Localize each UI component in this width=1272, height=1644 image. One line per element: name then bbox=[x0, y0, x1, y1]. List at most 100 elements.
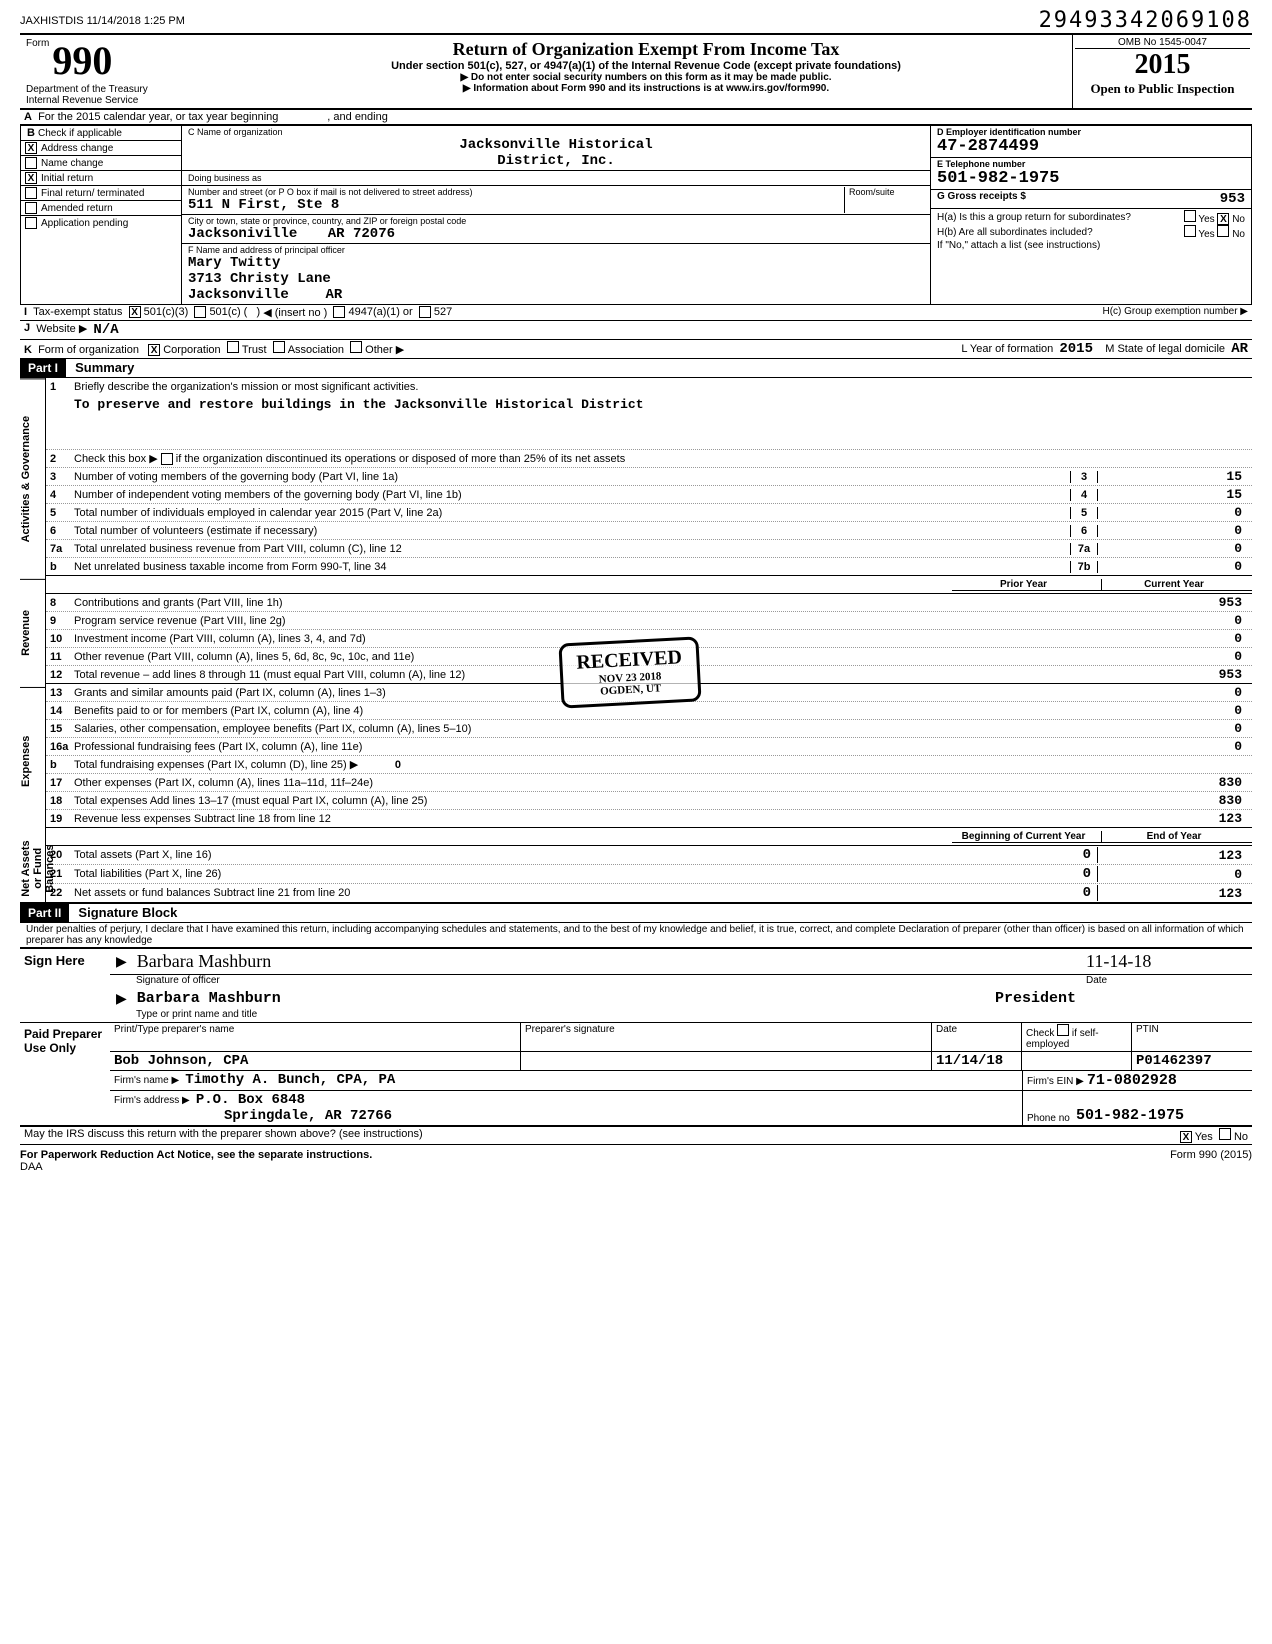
chk-527[interactable] bbox=[419, 306, 431, 318]
chk-4947[interactable] bbox=[333, 306, 345, 318]
D-label: D Employer identification number bbox=[937, 127, 1245, 137]
col-headers-2: Beginning of Current Year End of Year bbox=[46, 828, 1252, 846]
sign-date: 11-14-18 bbox=[1086, 951, 1151, 971]
street-address: 511 N First, Ste 8 bbox=[188, 197, 844, 213]
vlabel-revenue: Revenue bbox=[20, 579, 45, 687]
chk-501c[interactable] bbox=[194, 306, 206, 318]
Hb-yes[interactable] bbox=[1184, 225, 1196, 237]
col-preparer-sig: Preparer's signature bbox=[521, 1023, 932, 1051]
G-block: G Gross receipts $ 953 bbox=[931, 190, 1251, 209]
gross-receipts: 953 bbox=[1220, 191, 1245, 207]
preparer-signature bbox=[521, 1052, 932, 1070]
city-row: City or town, state or province, country… bbox=[182, 215, 930, 244]
firm-ein: 71-0802928 bbox=[1087, 1072, 1177, 1089]
officer-state: AR bbox=[326, 287, 343, 303]
Ha-no[interactable]: X bbox=[1217, 213, 1229, 225]
vlabel-expenses: Expenses bbox=[20, 687, 45, 835]
perjury-text: Under penalties of perjury, I declare th… bbox=[20, 923, 1252, 947]
org-name-2: District, Inc. bbox=[188, 153, 924, 169]
officer-printed-name: Barbara Mashburn bbox=[137, 990, 281, 1007]
preparer-date: 11/14/18 bbox=[932, 1052, 1022, 1070]
form-note-ssn: ▶ Do not enter social security numbers o… bbox=[224, 72, 1068, 83]
chk-name-change[interactable]: Name change bbox=[21, 156, 181, 171]
sig-date-label: Date bbox=[1086, 975, 1246, 986]
col-preparer-name: Print/Type preparer's name bbox=[110, 1023, 521, 1051]
name-title-label: Type or print name and title bbox=[110, 1009, 1252, 1022]
line-18: 18Total expenses Add lines 13–17 (must e… bbox=[46, 792, 1252, 810]
chk-amended[interactable]: Amended return bbox=[21, 201, 181, 216]
part2-header: Part II Signature Block bbox=[20, 904, 1252, 923]
F-label: F Name and address of principal officer bbox=[188, 245, 924, 255]
chk-corp[interactable]: X bbox=[148, 344, 160, 356]
col-ptin: PTIN bbox=[1132, 1023, 1252, 1051]
officer-name: Mary Twitty bbox=[188, 255, 924, 271]
line-9: 9Program service revenue (Part VIII, lin… bbox=[46, 612, 1252, 630]
line-16a: 16aProfessional fundraising fees (Part I… bbox=[46, 738, 1252, 756]
signature-block: Sign Here ▶ Barbara Mashburn 11-14-18 Si… bbox=[20, 947, 1252, 1127]
line-15: 15Salaries, other compensation, employee… bbox=[46, 720, 1252, 738]
officer-title: President bbox=[995, 990, 1076, 1007]
chk-final-return[interactable]: Final return/ terminated bbox=[21, 186, 181, 201]
D-block: D Employer identification number 47-2874… bbox=[931, 126, 1251, 158]
city-label: City or town, state or province, country… bbox=[188, 216, 924, 226]
col-date: Date bbox=[932, 1023, 1022, 1051]
sign-here-label: Sign Here bbox=[20, 949, 110, 1022]
line-21: 21Total liabilities (Part X, line 26)00 bbox=[46, 865, 1252, 884]
line-A-mid: , and ending bbox=[327, 111, 388, 123]
line-14: 14Benefits paid to or for members (Part … bbox=[46, 702, 1252, 720]
topbar: JAXHISTDIS 11/14/2018 1:25 PM 2949334206… bbox=[20, 8, 1252, 33]
chk-address-change[interactable]: XAddress change bbox=[21, 141, 181, 156]
chk-other[interactable] bbox=[350, 341, 362, 353]
chk-discontinued[interactable] bbox=[161, 453, 173, 465]
chk-trust[interactable] bbox=[227, 341, 239, 353]
addr-row: Number and street (or P O box if mail is… bbox=[182, 186, 930, 215]
B-label: B Check if applicable bbox=[21, 126, 181, 141]
mission-text: To preserve and restore buildings in the… bbox=[46, 396, 1252, 450]
line-22: 22Net assets or fund balances Subtract l… bbox=[46, 884, 1252, 902]
phone: 501-982-1975 bbox=[937, 169, 1245, 188]
discuss-question: May the IRS discuss this return with the… bbox=[24, 1128, 423, 1143]
chk-initial-return[interactable]: XInitial return bbox=[21, 171, 181, 186]
ptin: P01462397 bbox=[1132, 1052, 1252, 1070]
firm-addr1: P.O. Box 6848 bbox=[196, 1092, 305, 1108]
Hb-note: If "No," attach a list (see instructions… bbox=[937, 240, 1245, 251]
line-19: 19Revenue less expenses Subtract line 18… bbox=[46, 810, 1252, 828]
barcode-digits: 29493342069108 bbox=[1039, 8, 1252, 33]
line-20: 20Total assets (Part X, line 16)0123 bbox=[46, 846, 1252, 865]
officer-signature: Barbara Mashburn bbox=[137, 951, 271, 971]
chk-discuss-no[interactable] bbox=[1219, 1128, 1231, 1140]
officer-city: Jacksonville bbox=[188, 287, 289, 303]
line-3: 3Number of voting members of the governi… bbox=[46, 468, 1252, 486]
chk-discuss-yes[interactable]: X bbox=[1180, 1131, 1192, 1143]
chk-self-employed[interactable] bbox=[1057, 1024, 1069, 1036]
room-label: Room/suite bbox=[849, 187, 924, 197]
line-2: 2 Check this box ▶ if the organization d… bbox=[46, 450, 1252, 468]
vlabel-governance: Activities & Governance bbox=[20, 378, 45, 579]
Ha-yes[interactable] bbox=[1184, 210, 1196, 222]
website: N/A bbox=[93, 322, 118, 338]
E-label: E Telephone number bbox=[937, 159, 1245, 169]
org-name-1: Jacksonville Historical bbox=[188, 137, 924, 153]
form-header: Form 990 Department of the Treasury Inte… bbox=[20, 33, 1252, 110]
G-label: G Gross receipts $ bbox=[937, 191, 1026, 207]
line-J: J Website ▶ N/A bbox=[20, 321, 1252, 340]
vlabel-netassets: Net Assets or Fund Balances bbox=[20, 835, 45, 902]
line-8: 8Contributions and grants (Part VIII, li… bbox=[46, 594, 1252, 612]
firm-addr2: Springdale, AR 72766 bbox=[224, 1108, 392, 1124]
arrow-icon: ▶ bbox=[116, 990, 127, 1007]
sig-officer-label: Signature of officer bbox=[136, 975, 1086, 986]
line-A: A For the 2015 calendar year, or tax yea… bbox=[20, 110, 1252, 125]
discuss-row: May the IRS discuss this return with the… bbox=[20, 1127, 1252, 1145]
chk-501c3[interactable]: X bbox=[129, 306, 141, 318]
line-KLM: K Form of organization X Corporation Tru… bbox=[20, 340, 1252, 359]
chk-app-pending[interactable]: Application pending bbox=[21, 216, 181, 230]
col-headers-1: Prior Year Current Year bbox=[46, 576, 1252, 594]
form-label: Form bbox=[26, 38, 49, 49]
chk-assoc[interactable] bbox=[273, 341, 285, 353]
Hb-no[interactable] bbox=[1217, 225, 1229, 237]
form-number: 990 bbox=[52, 37, 112, 84]
H-block: H(a) Is this a group return for subordin… bbox=[931, 209, 1251, 252]
firm-phone: 501-982-1975 bbox=[1076, 1107, 1184, 1124]
line-17: 17Other expenses (Part IX, column (A), l… bbox=[46, 774, 1252, 792]
line-A-text: For the 2015 calendar year, or tax year … bbox=[38, 111, 278, 123]
